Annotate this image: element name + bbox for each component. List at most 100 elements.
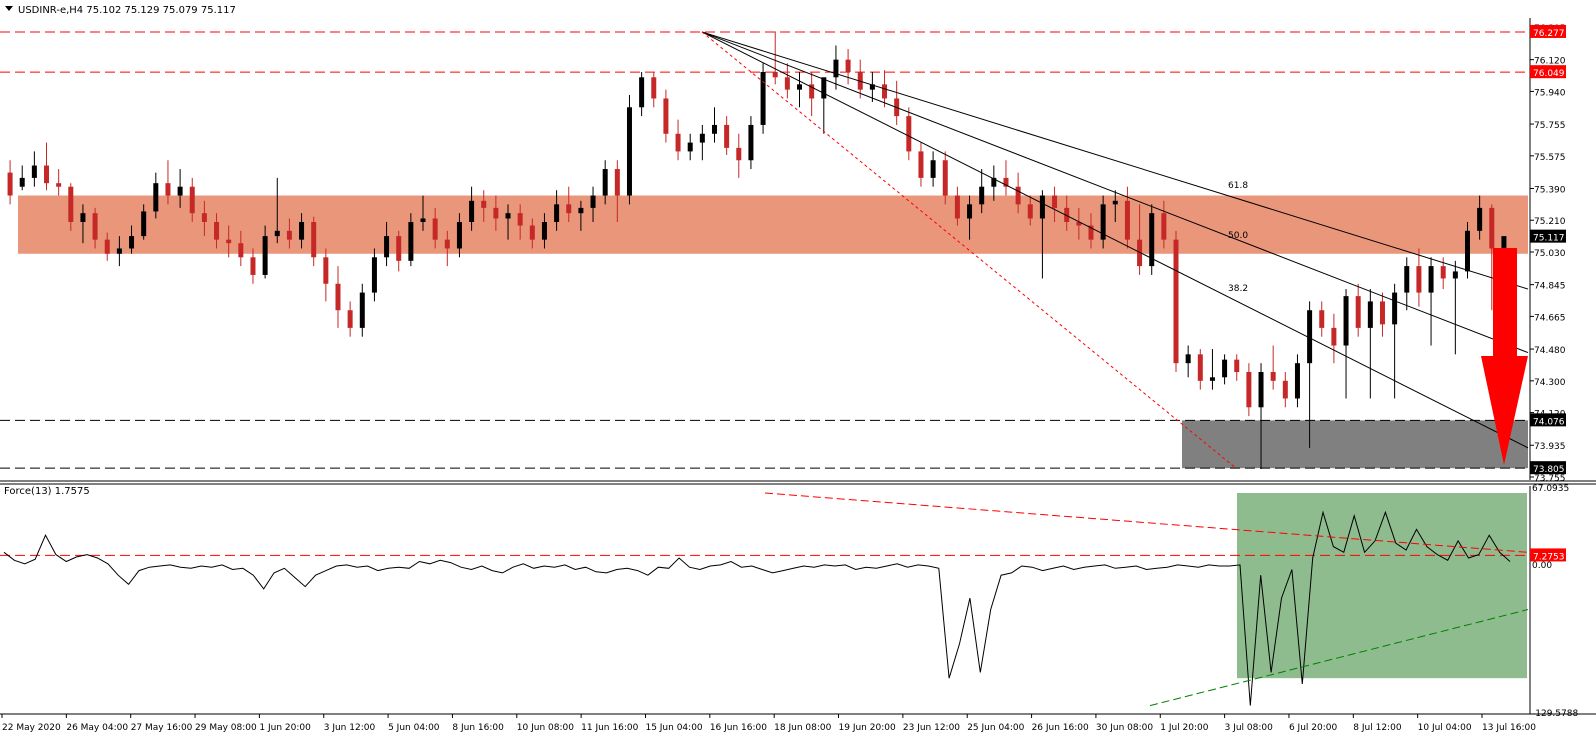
candle (675, 119, 681, 161)
candle (578, 200, 584, 231)
candle (444, 230, 450, 267)
candle-body (639, 77, 645, 108)
candle-body (797, 84, 803, 90)
time-tick-label: 3 Jun 12:00 (324, 723, 376, 733)
price-level-box (1530, 461, 1566, 475)
candle (1161, 200, 1167, 249)
candle-body (942, 160, 948, 196)
candle-body (505, 213, 511, 219)
candle-body (1307, 310, 1313, 364)
price-level-label: 76.049 (1533, 69, 1565, 79)
candle-body (1392, 292, 1398, 325)
time-tick-label: 23 Jun 12:00 (903, 723, 960, 733)
candle-body (1234, 359, 1240, 372)
price-level-label: 75.117 (1533, 234, 1565, 244)
candle-body (274, 230, 280, 237)
candle-body (286, 230, 292, 240)
candle-body (371, 257, 377, 293)
candle-body (1477, 207, 1483, 231)
candle (529, 218, 535, 249)
candle-body (1124, 200, 1130, 240)
candle-body (104, 239, 110, 254)
price-tick-label: 75.755 (1534, 121, 1566, 131)
candle (760, 63, 766, 134)
candle (92, 207, 98, 249)
candle (420, 195, 426, 231)
candle (396, 230, 402, 272)
down-arrow-icon (1481, 248, 1528, 465)
candle-body (772, 72, 778, 78)
support-zone (1182, 420, 1528, 469)
candle (1015, 172, 1021, 214)
candle-body (1464, 230, 1470, 272)
price-level-label: 74.076 (1533, 417, 1565, 427)
candle (1149, 204, 1155, 275)
candle (1258, 363, 1264, 470)
time-tick-label: 13 Jul 16:00 (1482, 723, 1536, 733)
force-resistance-trendline (764, 492, 1529, 553)
candle-body (1149, 213, 1155, 267)
candle-body (1282, 380, 1288, 399)
time-tick-label: 22 May 2020 (2, 723, 61, 733)
candle-body (1015, 186, 1021, 205)
fib-label: 61.8 (1228, 181, 1248, 191)
trend-lines: 61.8 50.0 38.2 (701, 31, 1529, 469)
candle-body (1100, 204, 1106, 240)
candle-body (967, 204, 973, 219)
candle-body (1064, 207, 1070, 222)
candle (371, 248, 377, 302)
candle-body (1076, 222, 1082, 226)
candle-body (44, 165, 50, 184)
candle (614, 160, 620, 222)
candle (1367, 289, 1373, 399)
collapse-triangle-icon[interactable] (5, 6, 13, 11)
candle (116, 236, 122, 267)
candle (1489, 204, 1495, 311)
candle-body (68, 186, 74, 222)
candle (19, 165, 25, 191)
candle-body (396, 236, 402, 261)
candle (1234, 354, 1240, 381)
price-tick-label: 76.120 (1534, 57, 1566, 67)
price-tick-label: 75.575 (1534, 153, 1566, 163)
time-tick-label: 25 Jun 04:00 (967, 723, 1024, 733)
time-tick-label: 3 Jul 08:00 (1225, 723, 1274, 733)
candle (274, 177, 280, 244)
price-tick-label: 74.300 (1534, 378, 1566, 388)
candle (80, 204, 86, 244)
price-level-box (1530, 413, 1566, 427)
candle-body (1416, 266, 1422, 293)
price-tick-label: 75.210 (1534, 217, 1566, 227)
candle-body (736, 147, 742, 161)
candle (7, 160, 13, 205)
candle-body (954, 195, 960, 219)
candle-body (165, 183, 171, 196)
candle-body (1452, 271, 1458, 279)
fib-base-line (701, 31, 1237, 469)
candle (432, 207, 438, 249)
candle-body (141, 211, 147, 237)
candle (177, 169, 183, 208)
candle (1197, 349, 1203, 390)
candle-body (529, 225, 535, 240)
candle (930, 151, 936, 187)
candle-body (833, 59, 839, 78)
candle (809, 72, 815, 117)
candle (1404, 257, 1410, 311)
candle (311, 216, 317, 267)
candle-body (56, 183, 62, 187)
candle-body (991, 177, 997, 187)
candle (1270, 345, 1276, 390)
candle (68, 183, 74, 231)
price-tick-label: 74.665 (1534, 313, 1566, 323)
candle-body (311, 222, 317, 258)
candle-body (626, 107, 632, 196)
force-level-label: 7.2753 (1533, 552, 1565, 562)
candle (359, 283, 365, 337)
candle (1477, 195, 1483, 240)
candle-body (299, 222, 305, 240)
candle (408, 213, 414, 267)
candle-body (554, 204, 560, 222)
candle (165, 160, 171, 205)
price-level-box (1530, 229, 1566, 243)
